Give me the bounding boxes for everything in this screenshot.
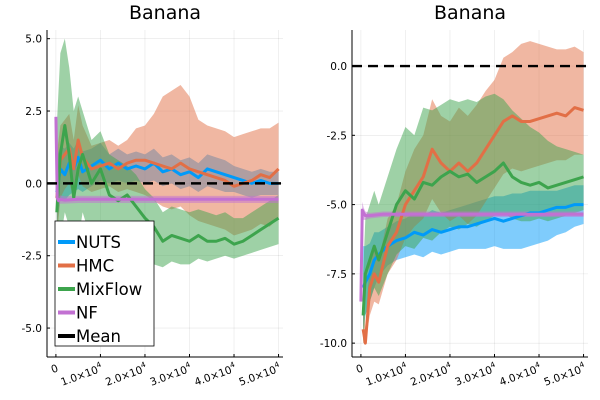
y-tick-label: -7.5 [327, 269, 348, 281]
legend-label-mixflow: MixFlow [76, 280, 142, 299]
y-tick-label: -10.0 [320, 338, 347, 350]
x-tick-label-exponent: 4 [273, 360, 281, 370]
band-nf [55, 108, 279, 207]
x-tick-label-exponent: 4 [400, 360, 408, 370]
line-mixflow [361, 161, 584, 316]
x-tick-label-exponent: 4 [95, 360, 103, 370]
legend-label-nf: NF [76, 304, 98, 323]
y-tick-label: -2.5 [22, 251, 43, 263]
legend-label-nuts: NUTS [76, 233, 121, 252]
x-tick-label-exponent: 4 [489, 360, 497, 370]
y-tick-label: 0.0 [25, 178, 42, 190]
legend: NUTS HMC MixFlow NF Mean [54, 220, 155, 347]
y-tick-label: -5.0 [22, 323, 43, 335]
y-tick-label: 2.5 [25, 106, 42, 118]
x-tick-label-base: 0 [50, 363, 60, 377]
chart-title: Banana [129, 2, 201, 24]
x-tick-label-base: 0 [355, 363, 365, 377]
legend-label-mean: Mean [76, 327, 121, 346]
y-tick-label: -5.0 [327, 200, 348, 212]
x-tick-label-exponent: 4 [578, 360, 586, 370]
line-hmc [55, 138, 280, 198]
chart-title: Banana [434, 2, 506, 24]
x-tick-label-exponent: 4 [184, 360, 192, 370]
line-nf [54, 116, 279, 203]
x-tick-label-exponent: 4 [444, 360, 452, 370]
x-tick-label-exponent: 4 [139, 360, 147, 370]
y-tick-label: 0.0 [330, 61, 347, 73]
y-tick-label: 5.0 [25, 34, 42, 46]
line-nf [359, 208, 584, 302]
y-tick-label: -2.5 [327, 130, 348, 142]
x-tick-label: 0 [355, 363, 365, 377]
line-hmc [361, 106, 584, 345]
band-mixflow [363, 93, 584, 344]
legend-label-hmc: HMC [76, 257, 114, 276]
x-tick-label: 0 [50, 363, 60, 377]
x-tick-label-exponent: 4 [533, 360, 541, 370]
x-tick-label-exponent: 4 [228, 360, 236, 370]
